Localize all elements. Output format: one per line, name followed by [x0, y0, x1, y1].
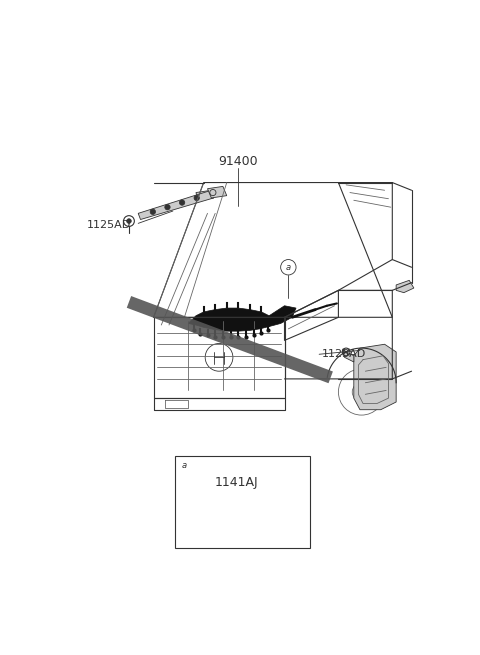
Polygon shape — [138, 190, 214, 219]
Text: 1125AD: 1125AD — [87, 220, 131, 230]
Polygon shape — [342, 350, 354, 362]
Circle shape — [165, 204, 170, 210]
Text: a: a — [182, 460, 187, 470]
Polygon shape — [396, 280, 414, 293]
Text: 91400: 91400 — [218, 155, 258, 168]
Bar — [175, 456, 310, 548]
Polygon shape — [222, 496, 231, 504]
Text: 1125AD: 1125AD — [322, 349, 366, 359]
Circle shape — [127, 219, 131, 223]
Circle shape — [194, 195, 199, 200]
Polygon shape — [196, 190, 214, 200]
Circle shape — [150, 209, 156, 214]
Circle shape — [180, 200, 185, 205]
Text: 1141AJ: 1141AJ — [215, 476, 259, 489]
Text: a: a — [286, 263, 291, 272]
Polygon shape — [354, 345, 396, 409]
Polygon shape — [207, 187, 227, 198]
Polygon shape — [188, 308, 273, 331]
Text: 1141AJ: 1141AJ — [215, 476, 259, 489]
Polygon shape — [269, 306, 296, 327]
